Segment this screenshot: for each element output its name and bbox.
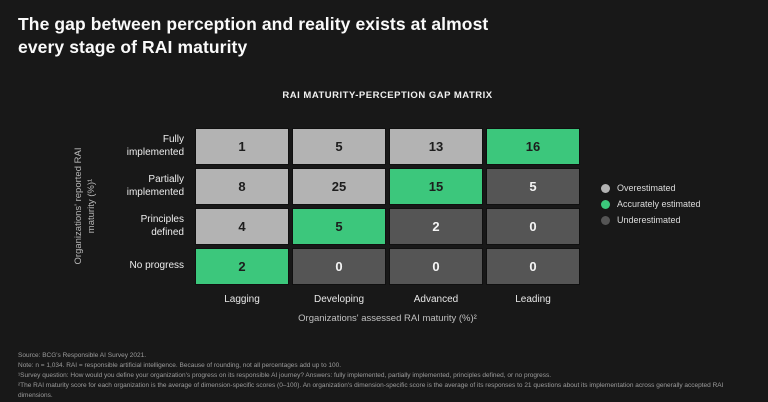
legend-item: Overestimated	[601, 183, 701, 193]
matrix-cell: 13	[389, 128, 483, 165]
matrix-cell: 5	[292, 128, 386, 165]
legend: Overestimated Accurately estimated Underes…	[601, 183, 701, 225]
footnote-line: ²The RAI maturity score for each organiz…	[18, 382, 724, 400]
column-label: Advanced	[413, 294, 459, 305]
page-title-line-2: every stage of RAI maturity	[18, 37, 248, 58]
legend-item: Underestimated	[601, 215, 701, 225]
footnote-line: Note: n = 1,034. RAI = responsible artif…	[18, 362, 342, 370]
legend-label: Overestimated	[617, 183, 676, 193]
axis-corner-spacer	[128, 288, 192, 310]
matrix-cell: 5	[486, 168, 580, 205]
legend-item: Accurately estimated	[601, 199, 701, 209]
y-axis-label: Organizations' reported RAI maturity (%)…	[73, 147, 97, 265]
matrix-cell: 0	[486, 208, 580, 245]
matrix-cell: 0	[292, 248, 386, 285]
matrix-cell: 2	[195, 248, 289, 285]
matrix-cell: 1	[195, 128, 289, 165]
row-label: No progress	[129, 260, 184, 272]
footnotes: Source: BCG's Responsible AI Survey 2021…	[18, 351, 750, 401]
matrix-cell: 0	[486, 248, 580, 285]
legend-dot-icon	[601, 183, 610, 193]
legend-dot-icon	[601, 199, 610, 209]
matrix-grid: Fully implemented 1 5 13 16 Partially impleme…	[126, 128, 580, 310]
matrix-cell: 16	[486, 128, 580, 165]
matrix-cell: 25	[292, 168, 386, 205]
legend-label: Underestimated	[617, 215, 681, 225]
chart-title: RAI MATURITY-PERCEPTION GAP MATRIX	[282, 90, 493, 101]
column-label: Leading	[515, 294, 551, 305]
matrix-cell: 4	[195, 208, 289, 245]
matrix-cell: 8	[195, 168, 289, 205]
legend-dot-icon	[601, 215, 610, 225]
matrix-cell: 2	[389, 208, 483, 245]
row-label: Fully implemented	[126, 134, 185, 158]
footnote-line: Source: BCG's Responsible AI Survey 2021…	[18, 352, 147, 359]
footnote-line: ¹Survey question: How would you define y…	[18, 372, 552, 380]
legend-label: Accurately estimated	[617, 199, 701, 209]
matrix-cell: 0	[389, 248, 483, 285]
matrix-cell: 15	[389, 168, 483, 205]
page-title: The gap between perception and reality e…	[18, 13, 488, 59]
matrix-cell: 5	[292, 208, 386, 245]
page-title-line-1: The gap between perception and reality e…	[18, 14, 489, 34]
column-label: Lagging	[224, 294, 260, 305]
row-label: Principles defined	[140, 214, 184, 238]
x-axis-label: Organizations' assessed RAI maturity (%)…	[298, 313, 477, 324]
row-label: Partially implemented	[126, 174, 185, 198]
column-label: Developing	[313, 294, 365, 305]
